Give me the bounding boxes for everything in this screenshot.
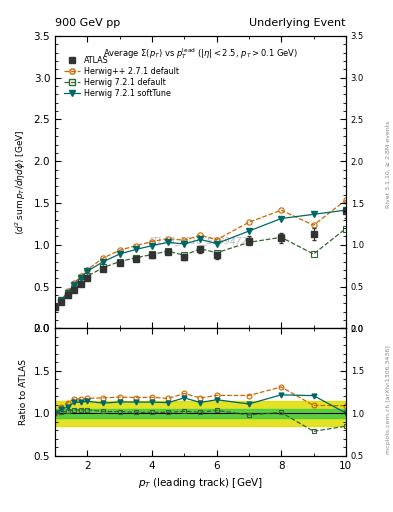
Text: Underlying Event: Underlying Event — [249, 18, 346, 28]
Y-axis label: Ratio to ATLAS: Ratio to ATLAS — [19, 359, 28, 425]
Text: Average $\Sigma(p_T)$ vs $p_T^{\rm lead}$ ($|\eta| < 2.5,\,p_T > 0.1$ GeV): Average $\Sigma(p_T)$ vs $p_T^{\rm lead}… — [103, 46, 298, 61]
Legend: ATLAS, Herwig++ 2.7.1 default, Herwig 7.2.1 default, Herwig 7.2.1 softTune: ATLAS, Herwig++ 2.7.1 default, Herwig 7.… — [62, 54, 180, 100]
Text: 900 GeV pp: 900 GeV pp — [55, 18, 120, 28]
Text: Rivet 3.1.10, ≥ 2.8M events: Rivet 3.1.10, ≥ 2.8M events — [386, 120, 391, 207]
Text: ATLAS_2010_S8894728: ATLAS_2010_S8894728 — [147, 236, 253, 245]
Y-axis label: $\langle d^2\,{\rm sum}\,p_T/d\eta d\phi\rangle$ [GeV]: $\langle d^2\,{\rm sum}\,p_T/d\eta d\phi… — [14, 130, 28, 235]
Text: mcplots.cern.ch [arXiv:1306.3436]: mcplots.cern.ch [arXiv:1306.3436] — [386, 345, 391, 454]
X-axis label: $p_T$ (leading track) [GeV]: $p_T$ (leading track) [GeV] — [138, 476, 263, 490]
